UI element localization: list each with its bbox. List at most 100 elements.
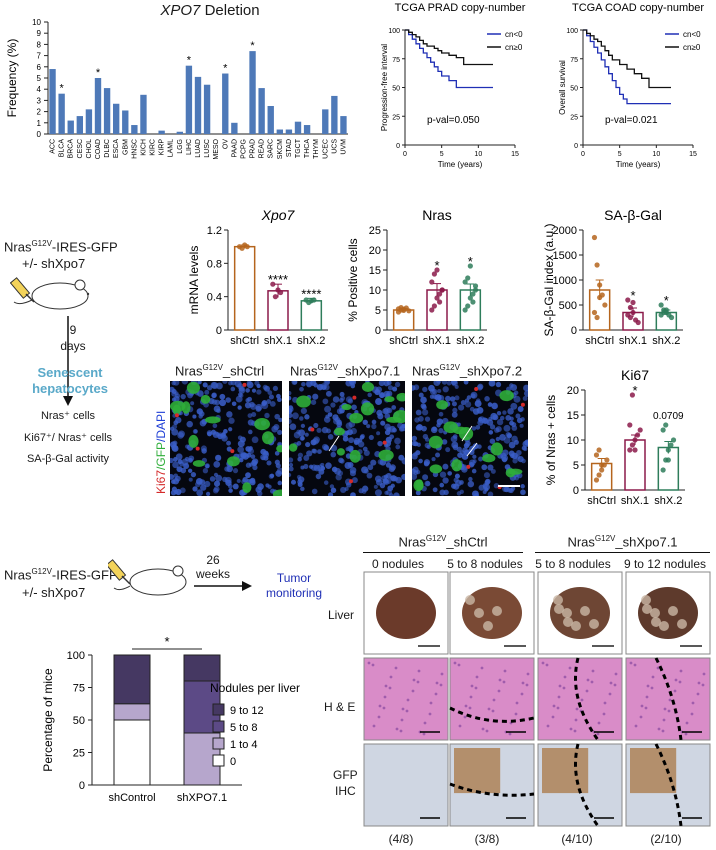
bar-shX.2 [300, 300, 323, 331]
dapi-nucleus [228, 381, 233, 386]
gfp-cell [172, 404, 181, 416]
dapi-nucleus [251, 436, 259, 444]
dapi-nucleus [511, 425, 518, 431]
y-tick-label: 9 [37, 29, 42, 38]
fraction-2: (3/8) [474, 832, 500, 846]
tumor-nodule [677, 619, 687, 629]
ki67-nucleus [520, 402, 525, 407]
dapi-nucleus [495, 381, 502, 388]
dapi-nucleus [397, 422, 404, 429]
dapi-nucleus [423, 459, 431, 466]
dapi-nucleus [413, 470, 419, 475]
gfp-cell [186, 381, 200, 394]
x-tick-label: shX.1 [423, 335, 451, 347]
dapi-nucleus [345, 396, 353, 403]
gfp-cell [349, 449, 361, 463]
bar-esca [113, 103, 120, 134]
dapi-nucleus [384, 429, 391, 436]
he-nucleus [457, 663, 461, 667]
dapi-nucleus [213, 480, 221, 487]
dapi-nucleus [300, 486, 305, 492]
bar-hnsc [131, 125, 138, 134]
data-point [629, 442, 635, 448]
x-tick-label: shCtrl [230, 335, 259, 347]
dapi-nucleus [268, 473, 274, 479]
legend-label: 1 to 4 [230, 739, 258, 751]
he-nucleus [646, 684, 650, 688]
y-tick-label: 7 [37, 52, 42, 61]
dapi-nucleus [380, 420, 386, 426]
dapi-nucleus [170, 386, 175, 393]
fraction-3: (4/10) [561, 832, 593, 846]
x-tick-label: shCtrl [585, 335, 614, 347]
y-tick-label: 10 [567, 435, 579, 447]
dapi-nucleus [377, 440, 383, 447]
dapi-nucleus [496, 418, 504, 426]
dapi-nucleus [486, 419, 494, 426]
he-nucleus [573, 729, 577, 733]
dapi-nucleus [451, 401, 457, 407]
dapi-nucleus [197, 381, 202, 385]
dapi-nucleus [501, 454, 509, 462]
dapi-nucleus [219, 399, 227, 407]
micro-image-shxpo72 [412, 381, 528, 496]
data-point [632, 447, 638, 453]
dapi-nucleus [384, 413, 391, 419]
dapi-nucleus [415, 450, 421, 456]
dapi-nucleus [255, 486, 262, 493]
ki67-nucleus [174, 413, 179, 418]
y-axis-label: Overall survival [558, 60, 567, 115]
dapi-nucleus [310, 399, 317, 405]
dapi-nucleus [173, 395, 180, 402]
he-nucleus [417, 669, 421, 673]
x-tick-label: shCtrl [389, 335, 418, 347]
y-tick-label: 0 [216, 325, 222, 337]
dapi-nucleus [225, 397, 231, 403]
he-nucleus [608, 692, 612, 696]
fraction-4: (2/10) [650, 832, 682, 846]
x-tick-label: GBM [122, 139, 129, 155]
plot-title: SA-β-Gal [604, 207, 662, 223]
he-nucleus [508, 732, 512, 736]
data-point [630, 309, 636, 316]
dapi-nucleus [339, 458, 345, 464]
legend-title: Nodules per liver [210, 681, 300, 695]
dapi-nucleus [321, 443, 329, 451]
dapi-nucleus [185, 444, 190, 449]
dapi-nucleus [304, 414, 310, 420]
dapi-nucleus [490, 468, 496, 474]
dapi-nucleus [489, 424, 496, 430]
data-point [637, 427, 643, 433]
dapi-nucleus [522, 440, 528, 448]
dapi-nucleus [463, 442, 470, 449]
dapi-nucleus [267, 390, 273, 395]
dapi-nucleus [426, 444, 431, 450]
dapi-nucleus [387, 385, 394, 391]
dapi-nucleus [432, 487, 438, 493]
dapi-nucleus [471, 426, 477, 431]
x-tick-label: shX.1 [621, 495, 649, 507]
dapi-nucleus [439, 482, 445, 488]
km-title: TCGA COAD copy-number [572, 2, 704, 14]
bar-gbm [122, 110, 129, 134]
x-tick-label: BRCA [68, 139, 75, 159]
he-image [363, 657, 449, 741]
he-nucleus [552, 704, 556, 708]
y-tick-label: 50 [392, 86, 400, 93]
he-nucleus [399, 729, 403, 733]
significance-label: * [664, 293, 669, 308]
dapi-nucleus [188, 477, 193, 482]
bar-cesc [76, 116, 83, 134]
dapi-nucleus [269, 400, 276, 407]
he-nucleus [389, 675, 393, 679]
legend-swatch [212, 737, 225, 750]
scheme2-construct: NrasG12V-IRES-GFP [4, 567, 118, 583]
he-nucleus [378, 704, 382, 708]
y-tick-label: 50 [570, 86, 578, 93]
dapi-nucleus [510, 402, 518, 410]
tumor-nodule [659, 621, 669, 631]
dapi-nucleus [357, 441, 365, 448]
dapi-nucleus [367, 392, 372, 398]
data-point [599, 467, 605, 473]
